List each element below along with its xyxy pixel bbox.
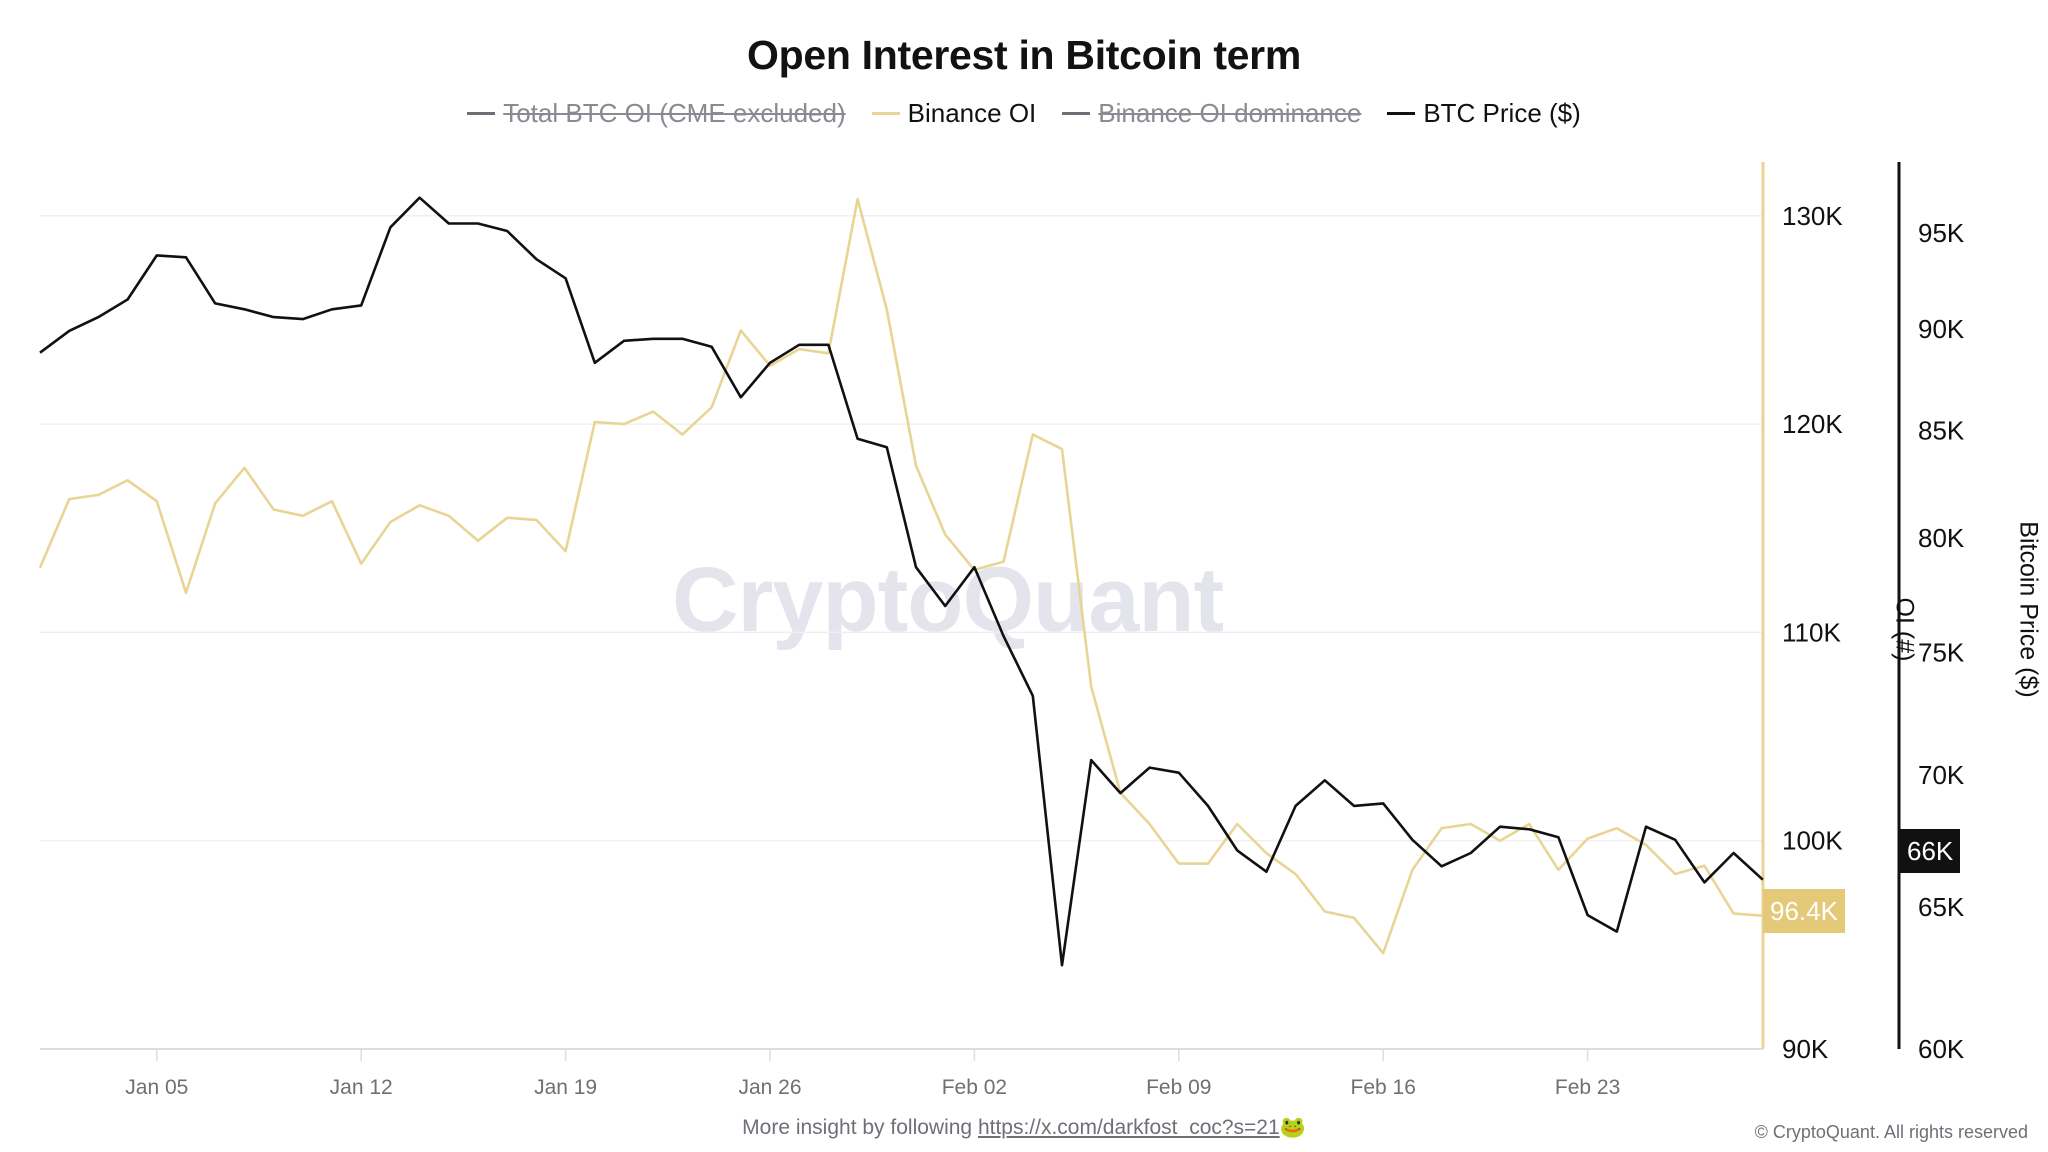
y-axis-right: 95K 90K 85K 80K 75K 70K 65K 60K [1918,218,1965,1064]
legend-item-btc-price[interactable]: BTC Price ($) [1387,98,1581,129]
y-left-tick-label: 100K [1782,826,1843,856]
legend-swatch-icon [1062,112,1091,115]
y-right-tick-label: 90K [1918,314,1965,344]
y-right-tick-label: 65K [1918,892,1965,922]
footer-prefix: More insight by following [742,1116,978,1139]
x-tick-label: Feb 02 [942,1076,1007,1099]
y-left-tick-label: 110K [1782,617,1841,647]
x-tick-label: Jan 05 [125,1076,188,1099]
y-axis-right-title: Bitcoin Price ($) [2014,521,2043,698]
x-tick-label: Feb 23 [1555,1076,1620,1099]
btc-price-line[interactable] [39,196,1764,967]
y-left-tick-label: 90K [1782,1034,1829,1064]
x-tick-label: Jan 12 [330,1076,393,1099]
x-tick-label: Jan 19 [534,1076,597,1099]
y-axis-left: 130K 120K 110K 100K 90K [1782,201,1843,1064]
y-axis-left-title: OI (#) [1890,597,1919,662]
legend-label: Binance OI [907,98,1037,128]
oi-last-value-tag: 96.4K [1763,889,1845,933]
footer-credit: More insight by following https://x.com/… [0,1116,2048,1140]
x-axis: Jan 05 Jan 12 Jan 19 Jan 26 Feb 02 Feb 09 Feb … [125,1049,1620,1099]
legend-swatch-icon [871,112,900,115]
legend-swatch-icon [1387,112,1416,115]
legend-item-total-btc-oi[interactable]: Total BTC OI (CME excluded) [467,98,846,129]
legend-item-binance-oi-dominance[interactable]: Binance OI dominance [1062,98,1361,129]
x-tick-label: Feb 16 [1351,1076,1416,1099]
y-left-tick-label: 130K [1782,201,1843,231]
y-left-tick-label: 120K [1782,409,1843,439]
x-tick-label: Jan 26 [738,1076,801,1099]
legend-label: Binance OI dominance [1098,98,1362,128]
gridlines [40,162,1901,1050]
copyright-notice: © CryptoQuant. All rights reserved [1754,1122,2028,1142]
y-right-tick-label: 80K [1918,523,1965,553]
legend-item-binance-oi[interactable]: Binance OI [871,98,1037,129]
y-right-tick-label: 60K [1918,1034,1965,1064]
legend-label: BTC Price ($) [1423,98,1581,128]
y-right-tick-label: 75K [1918,638,1965,668]
footer-link[interactable]: https://x.com/darkfost_coc?s=21 [977,1116,1280,1139]
legend-label: Total BTC OI (CME excluded) [503,98,846,128]
y-right-tick-label: 70K [1918,760,1965,790]
x-tick-label: Feb 09 [1146,1076,1211,1099]
price-last-value-tag: 66K [1900,829,1961,873]
legend-swatch-icon [467,112,496,115]
y-right-tick-label: 85K [1918,415,1965,445]
chart-title: Open Interest in Bitcoin term [747,32,1301,78]
frog-emoji-icon: 🐸 [1279,1116,1306,1139]
binance-oi-line[interactable] [38,197,1763,955]
y-right-tick-label: 95K [1918,218,1965,248]
legend: Total BTC OI (CME excluded) Binance OI B… [0,98,2048,129]
